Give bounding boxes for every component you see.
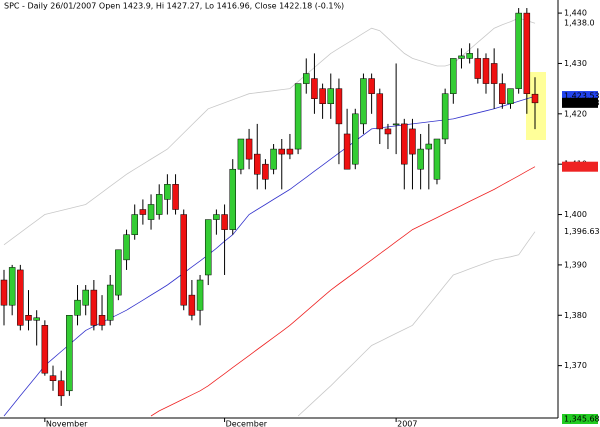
candle-body xyxy=(155,194,163,215)
candle-body xyxy=(523,12,531,94)
candle-body xyxy=(270,148,277,170)
candle-body xyxy=(409,128,416,155)
y-tick-label: 1,390 xyxy=(564,260,587,269)
candle-body xyxy=(515,12,522,89)
candle-body xyxy=(401,123,408,165)
candle-body xyxy=(392,123,400,126)
y-tick-label: 1,370 xyxy=(564,361,587,370)
candle-body xyxy=(131,214,138,235)
candle-body xyxy=(286,148,294,155)
price-badge xyxy=(562,414,598,424)
candle-body xyxy=(115,249,122,296)
indicator-line xyxy=(150,166,536,417)
price-badge-label: 1,345.68 xyxy=(564,415,600,424)
candle-body xyxy=(180,214,187,306)
y-tick-label: 1,380 xyxy=(564,311,587,320)
candle-body xyxy=(294,83,302,150)
candle-body xyxy=(25,315,32,321)
x-tick-label: November xyxy=(46,420,88,427)
candle-body xyxy=(262,163,269,180)
candle-body xyxy=(123,234,130,261)
candle-body xyxy=(368,78,375,94)
price-badge xyxy=(562,18,598,29)
price-badge xyxy=(562,91,598,102)
candle-body xyxy=(352,113,359,165)
candle-body xyxy=(196,279,204,311)
candle-body xyxy=(221,214,228,230)
candle-body xyxy=(474,58,482,79)
candle-body xyxy=(343,133,351,170)
y-tick-label: 1,400 xyxy=(564,210,587,219)
y-tick-label: 1,430 xyxy=(564,59,587,68)
candle-body xyxy=(360,78,367,125)
candle-body xyxy=(450,58,457,94)
candle-body xyxy=(441,93,449,140)
candle-body xyxy=(164,184,171,200)
candle-body xyxy=(482,58,490,84)
candle-body xyxy=(49,375,57,381)
price-badge-label: 1,423.53 xyxy=(564,92,600,101)
candle-body xyxy=(172,184,179,210)
candle-body xyxy=(245,138,253,160)
candle-body xyxy=(531,93,539,104)
candle-body xyxy=(213,214,220,220)
candle-body xyxy=(8,267,16,306)
candle-body xyxy=(106,284,114,321)
candle-body xyxy=(98,315,106,326)
candle-body xyxy=(335,88,343,125)
candle-body xyxy=(499,83,506,104)
price-badge xyxy=(562,97,598,108)
price-badge-label: 1,396.63 xyxy=(564,227,600,236)
indicator-line xyxy=(3,17,536,246)
candle-body xyxy=(417,148,424,170)
candle-body xyxy=(466,53,473,59)
candle-body xyxy=(311,78,318,99)
candle-body xyxy=(237,138,245,170)
candle-body xyxy=(0,279,8,306)
candle-body xyxy=(253,153,261,175)
highlight xyxy=(526,72,546,140)
candle-body xyxy=(319,88,326,104)
candle-body xyxy=(188,294,196,316)
candle-body xyxy=(376,93,384,130)
candle-body xyxy=(278,148,286,155)
candle-body xyxy=(507,88,514,104)
candle-body xyxy=(384,128,392,135)
candle-body xyxy=(57,380,65,397)
candle-body xyxy=(17,269,24,326)
chart-title: SPC - Daily 26/01/2007 Open 1423.9, Hi 1… xyxy=(4,2,344,11)
candle-body xyxy=(66,315,73,392)
candle-body xyxy=(425,143,433,150)
price-badge xyxy=(562,161,598,172)
indicator-line xyxy=(297,231,536,417)
candle-body xyxy=(90,289,98,326)
price-badge-label: 1,422.18 xyxy=(564,98,600,107)
candle-body xyxy=(139,209,147,215)
price-badge-label: 1,438.0 xyxy=(564,19,595,28)
candle-body xyxy=(458,55,465,59)
x-tick-label: 2007 xyxy=(397,420,417,427)
candle-body xyxy=(82,289,89,306)
y-tick-label: 1,420 xyxy=(564,109,587,118)
candle-body xyxy=(147,204,155,220)
candle-body xyxy=(490,63,498,84)
price-badge xyxy=(562,226,598,237)
candle-body xyxy=(303,73,310,84)
candle-body xyxy=(433,138,441,180)
candle-body xyxy=(204,219,212,276)
x-tick-label: December xyxy=(226,420,268,427)
candle-body xyxy=(229,168,236,230)
candle-body xyxy=(74,299,81,316)
candle-body xyxy=(41,325,49,374)
candle-body xyxy=(327,88,335,104)
candle-body xyxy=(33,317,40,321)
y-tick-label: 1,440 xyxy=(564,9,587,18)
